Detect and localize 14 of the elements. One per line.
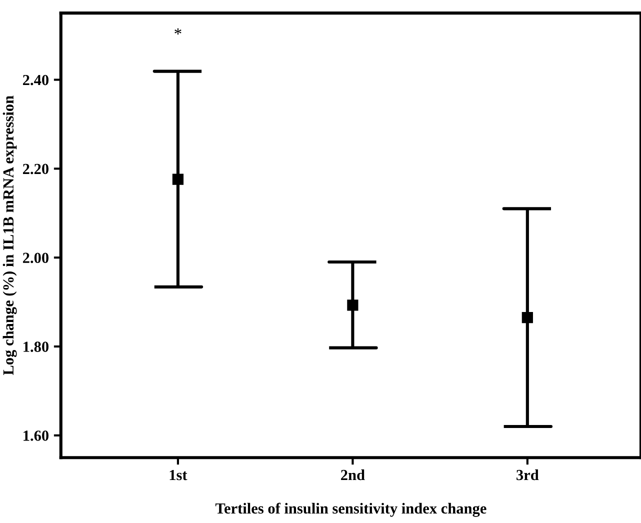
x-tick-label: 1st [170, 470, 188, 480]
x-tick-label: 2nd [341, 469, 365, 480]
y-tick-label: 2.40 [22, 74, 49, 86]
annotation: * [174, 28, 182, 35]
y-tick-label: 1.60 [24, 430, 49, 441]
point [347, 300, 358, 311]
x-tick-label: 3rd [516, 469, 539, 480]
point [172, 174, 184, 185]
y-tick-label: 1.80 [24, 342, 49, 352]
y-tick-label: 2.00 [22, 252, 49, 264]
y-axis-title: Log change (%) in IL1B mRNA expression [2, 96, 17, 376]
y-tick-label: 2.20 [22, 164, 49, 174]
x-axis-title: Tertiles of insulin sensitivity index change [215, 502, 486, 517]
point [522, 312, 533, 324]
